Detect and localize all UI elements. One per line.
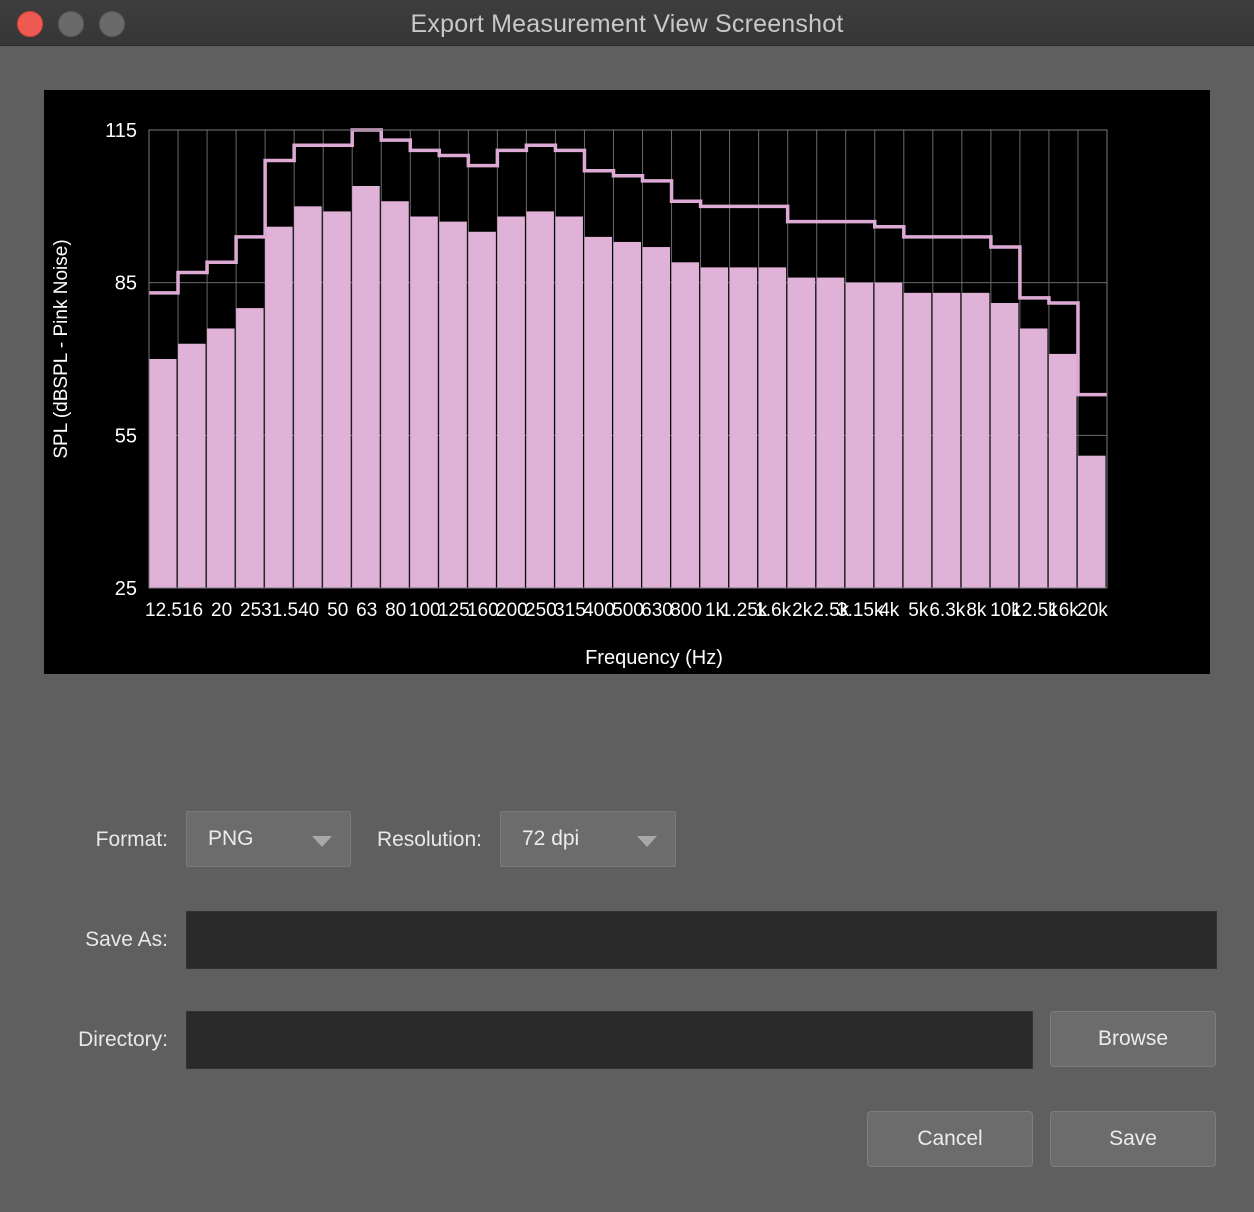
x-axis-title: Frequency (Hz) [585,647,723,669]
bar [1077,455,1106,588]
y-tick-label: 25 [115,578,137,600]
x-tick-label: 315 [554,600,586,621]
x-tick-label: 16k [1048,600,1079,621]
bar [990,303,1019,588]
bar [584,236,612,588]
x-tick-label: 630 [641,600,673,621]
save-button[interactable]: Save [1050,1111,1216,1167]
bar [236,308,264,588]
x-tick-label: 8k [966,600,987,621]
x-tick-label: 3.15k [837,600,884,621]
bar [352,185,380,588]
bar [642,247,671,589]
bar [729,267,758,588]
x-tick-label: 40 [298,600,319,621]
bar [961,292,990,588]
x-tick-label: 1.25k [721,600,768,621]
x-tick-label: 160 [467,600,499,621]
format-value: PNG [208,827,254,850]
save-as-label: Save As: [85,928,168,951]
x-tick-label: 5k [908,600,929,621]
bar [700,267,729,588]
bar [323,211,351,588]
x-tick-label: 200 [496,600,528,621]
x-tick-label: 10k [990,600,1021,621]
title-bar: Export Measurement View Screenshot [0,0,1254,46]
bar [613,241,642,588]
measurement-chart-preview: 25 55 85 115 12.5 16 20 25 31.5 40 50 63 80 100 125 160… [44,90,1210,674]
x-tick-label: 250 [525,600,557,621]
x-tick-label: 400 [583,600,615,621]
x-tick-label: 20 [211,600,232,621]
chevron-down-icon [312,836,332,847]
y-tick-label: 85 [115,273,137,295]
max-step-line [149,128,1107,397]
x-tick-label: 12.5k [1011,600,1058,621]
x-tick-label: 16 [182,600,203,621]
bar [439,221,467,588]
x-tick-label: 2.5k [813,600,849,621]
bar [468,231,496,588]
bar [178,343,206,588]
browse-button[interactable]: Browse [1050,1011,1216,1067]
bar [265,226,293,588]
y-tick-label: 115 [105,120,137,142]
y-tick-label: 55 [115,425,137,447]
resolution-label: Resolution: [376,828,482,851]
bar [207,328,235,588]
cancel-button[interactable]: Cancel [867,1111,1033,1167]
x-tick-label: 50 [327,600,348,621]
bar [671,262,700,588]
bar [787,277,816,588]
bar [845,282,874,588]
bar [1019,328,1048,588]
x-tick-label: 100 [409,600,441,621]
save-as-input[interactable] [186,911,1217,969]
directory-input[interactable] [186,1011,1033,1069]
bar [497,216,525,588]
x-tick-label: 20k [1077,600,1108,621]
bar [410,216,438,588]
resolution-value: 72 dpi [522,827,580,850]
x-tick-label: 31.5 [261,600,298,621]
x-tick-label: 1.6k [755,600,791,621]
format-dropdown[interactable]: PNG [186,811,351,867]
x-tick-label: 12.5 [145,600,182,621]
bar [874,282,903,588]
x-tick-label: 63 [356,600,377,621]
x-tick-label: 6.3k [929,600,965,621]
close-window-button[interactable] [17,11,43,37]
plot-frame [148,129,1108,589]
chevron-down-icon [637,836,657,847]
x-tick-label: 2k [792,600,813,621]
zoom-window-button[interactable] [99,11,125,37]
bar [294,206,322,588]
bar [932,292,961,588]
bar [149,359,177,588]
bar [526,211,554,588]
x-tick-label: 25 [240,600,261,621]
directory-label: Directory: [78,1028,168,1051]
x-tick-label: 4k [879,600,900,621]
bar [1048,353,1077,588]
window-title: Export Measurement View Screenshot [410,10,844,38]
x-tick-label: 1k [705,600,726,621]
y-axis-title: SPL (dBSPL - Pink Noise) [51,239,72,458]
bar [758,267,787,588]
format-label: Format: [95,828,168,851]
x-tick-label: 500 [612,600,644,621]
minimize-window-button[interactable] [58,11,84,37]
resolution-dropdown[interactable]: 72 dpi [500,811,676,867]
x-tick-label: 125 [438,600,470,621]
bar [816,277,845,588]
bar [903,292,932,588]
bar [555,216,583,588]
x-tick-label: 800 [670,600,702,621]
bar [381,201,409,588]
x-tick-label: 80 [385,600,406,621]
